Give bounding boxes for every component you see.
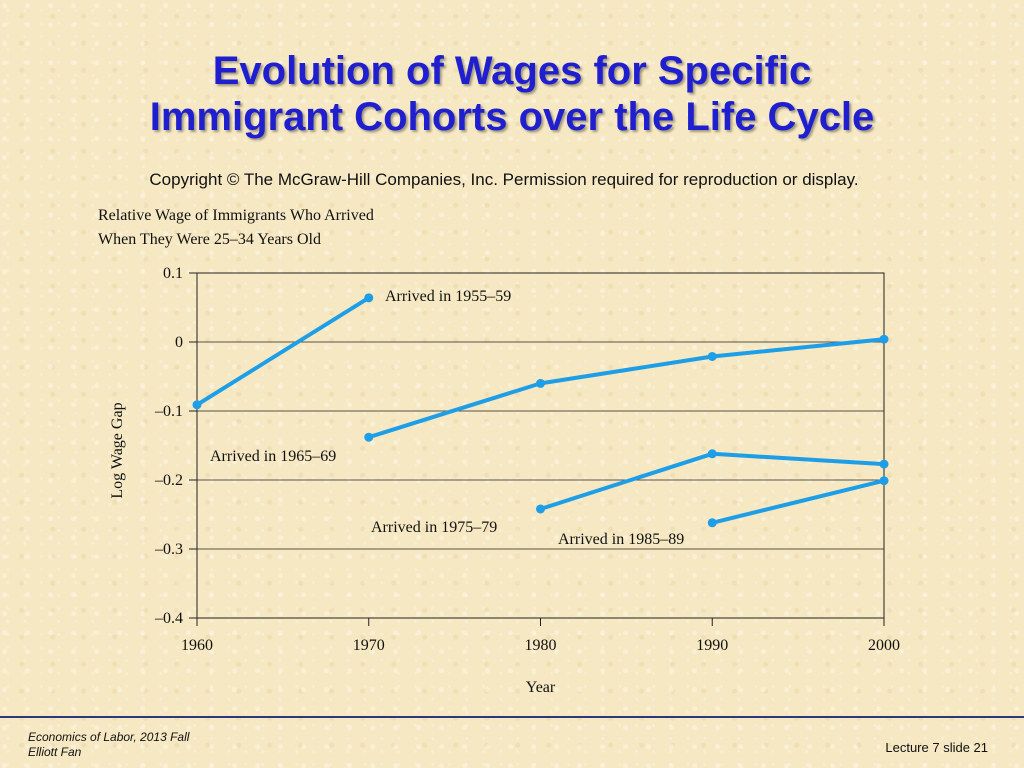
data-point bbox=[192, 400, 202, 410]
y-axis-label: Log Wage Gap bbox=[109, 402, 126, 498]
x-tick-label: 1970 bbox=[353, 637, 385, 654]
y-tick-label: –0.1 bbox=[154, 403, 183, 420]
data-point bbox=[879, 459, 889, 469]
slide-title: Evolution of Wages for Specific Immigran… bbox=[0, 48, 1024, 140]
chart-title-line-1: Relative Wage of Immigrants Who Arrived bbox=[98, 207, 374, 224]
grid bbox=[197, 341, 884, 550]
data-point bbox=[879, 334, 889, 344]
series-cohort-3: Arrived in 1975–79 bbox=[371, 449, 889, 536]
plot-frame bbox=[196, 272, 885, 619]
y-axis: 0.1 0 –0.1 –0.2 –0.3 –0.4 bbox=[154, 265, 197, 627]
series-line bbox=[366, 337, 886, 440]
series-group: Arrived in 1955–59 Arrived in 1965–69 Arri… bbox=[192, 288, 889, 548]
slide-title-line-1: Evolution of Wages for Specific bbox=[212, 49, 812, 93]
data-point bbox=[879, 476, 889, 486]
footer-credits: Economics of Labor, 2013 Fall Elliott Fa… bbox=[28, 730, 189, 760]
x-tick-label: 2000 bbox=[868, 637, 900, 654]
series-cohort-1: Arrived in 1955–59 bbox=[192, 288, 511, 410]
x-tick-label: 1960 bbox=[181, 637, 213, 654]
x-axis: 1960 1970 1980 1990 2000 bbox=[181, 618, 900, 654]
series-cohort-2: Arrived in 1965–69 bbox=[210, 334, 889, 465]
footer-author: Elliott Fan bbox=[28, 745, 82, 759]
series-line bbox=[538, 451, 886, 511]
series-label: Arrived in 1985–89 bbox=[558, 531, 684, 548]
series-line bbox=[710, 478, 886, 525]
footer-divider bbox=[0, 716, 1024, 718]
y-tick-label: 0 bbox=[175, 334, 183, 351]
slide-number: Lecture 7 slide 21 bbox=[885, 740, 988, 755]
y-tick-label: 0.1 bbox=[163, 265, 183, 282]
series-cohort-4: Arrived in 1985–89 bbox=[558, 476, 889, 548]
wage-gap-chart: Relative Wage of Immigrants Who Arrived … bbox=[98, 207, 900, 696]
x-tick-label: 1990 bbox=[696, 637, 728, 654]
data-point bbox=[536, 378, 545, 388]
series-line bbox=[195, 295, 371, 407]
data-point bbox=[536, 504, 545, 514]
data-point bbox=[707, 518, 717, 528]
copyright-notice: Copyright © The McGraw-Hill Companies, I… bbox=[149, 170, 859, 189]
y-tick-label: –0.2 bbox=[154, 472, 183, 489]
data-point bbox=[707, 351, 717, 361]
data-point bbox=[364, 293, 374, 303]
chart-title-line-2: When They Were 25–34 Years Old bbox=[98, 231, 321, 248]
slide-title-line-2: Immigrant Cohorts over the Life Cycle bbox=[149, 95, 875, 139]
footer-course: Economics of Labor, 2013 Fall bbox=[28, 730, 190, 744]
series-label: Arrived in 1965–69 bbox=[210, 448, 336, 465]
x-tick-label: 1980 bbox=[525, 637, 557, 654]
y-tick-label: –0.4 bbox=[154, 610, 183, 627]
series-label: Arrived in 1955–59 bbox=[385, 288, 511, 305]
y-tick-label: –0.3 bbox=[154, 541, 183, 558]
data-point bbox=[707, 449, 717, 459]
x-axis-label: Year bbox=[526, 679, 556, 696]
series-label: Arrived in 1975–79 bbox=[371, 519, 497, 536]
data-point bbox=[364, 432, 374, 442]
